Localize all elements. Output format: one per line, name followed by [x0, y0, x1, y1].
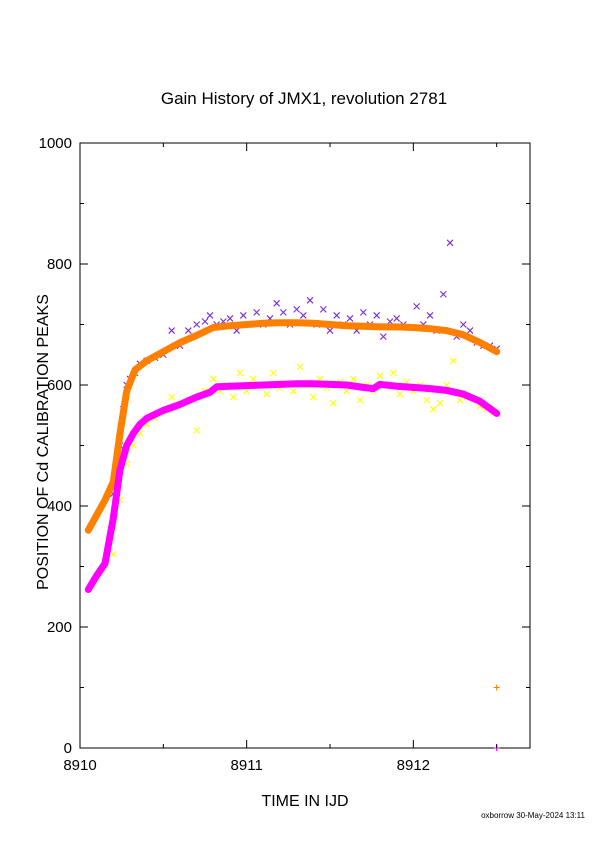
data-point — [226, 315, 234, 322]
series-3 — [84, 380, 501, 593]
x-tick-label: 8912 — [397, 757, 430, 774]
data-point — [249, 375, 257, 383]
data-point — [296, 363, 304, 371]
y-tick-label: 600 — [47, 377, 72, 394]
data-point — [206, 312, 214, 319]
data-point — [184, 327, 192, 334]
x-tick-label: 8910 — [63, 757, 96, 774]
data-point — [168, 327, 176, 334]
data-point — [359, 309, 367, 316]
series-layer — [84, 239, 501, 751]
y-axis-label: POSITION OF Cd CALIBRATION PEAKS — [35, 294, 52, 590]
series-line — [84, 380, 501, 593]
data-point — [109, 551, 117, 558]
data-point — [236, 369, 244, 377]
data-point — [333, 312, 341, 319]
data-point — [168, 393, 176, 401]
plot-area: 0 200 400 600 800 1000 8910 8911 8912 — [39, 135, 531, 774]
y-tick-label: 800 — [47, 256, 72, 273]
data-point — [201, 318, 209, 325]
data-point — [413, 302, 421, 310]
data-point — [193, 426, 201, 434]
x-axis-label: TIME IN IJD — [261, 793, 348, 810]
x-tick-label: 8911 — [231, 757, 263, 774]
series-line — [84, 319, 501, 534]
y-tick-label: 400 — [47, 498, 72, 515]
data-point — [239, 312, 247, 319]
data-point — [346, 315, 354, 322]
data-point — [343, 387, 351, 395]
plot-frame — [79, 142, 531, 749]
data-point — [423, 396, 431, 404]
data-point — [349, 375, 357, 383]
data-point — [389, 369, 397, 377]
data-point — [429, 405, 437, 413]
data-point — [356, 396, 364, 404]
data-point — [379, 333, 387, 340]
series-0 — [109, 239, 501, 498]
data-point — [459, 321, 467, 328]
chart-title: Gain History of JMX1, revolution 2781 — [161, 89, 447, 108]
data-point — [279, 309, 287, 316]
data-point — [436, 399, 444, 407]
data-point — [193, 321, 201, 328]
data-point — [326, 327, 334, 334]
data-point — [306, 296, 314, 304]
data-point — [263, 390, 271, 398]
data-point — [456, 396, 464, 404]
data-point — [329, 399, 337, 407]
data-point — [319, 305, 327, 313]
tick-layer: 0 200 400 600 800 1000 8910 8911 8912 — [39, 135, 530, 774]
data-point — [293, 305, 301, 313]
data-point — [466, 327, 474, 334]
y-tick-label: 0 — [64, 740, 72, 757]
y-tick-label: 200 — [47, 619, 72, 636]
data-point — [289, 387, 297, 395]
data-point — [396, 390, 404, 398]
series-4 — [493, 684, 500, 691]
data-point — [269, 369, 277, 377]
data-point — [376, 372, 384, 380]
series-2 — [84, 319, 501, 534]
data-point — [309, 393, 317, 401]
data-point — [209, 375, 217, 383]
y-tick-label: 1000 — [39, 135, 72, 152]
data-point — [299, 312, 307, 319]
data-point — [253, 309, 261, 316]
data-point — [449, 357, 457, 365]
data-point — [229, 393, 237, 401]
data-point — [426, 312, 434, 319]
data-point — [273, 299, 281, 307]
data-point — [439, 290, 447, 298]
data-point — [373, 312, 381, 319]
data-point — [446, 239, 454, 247]
footer-timestamp: oxborrow 30-May-2024 13:11 — [481, 811, 585, 820]
data-point — [393, 315, 401, 322]
data-point — [493, 684, 500, 691]
